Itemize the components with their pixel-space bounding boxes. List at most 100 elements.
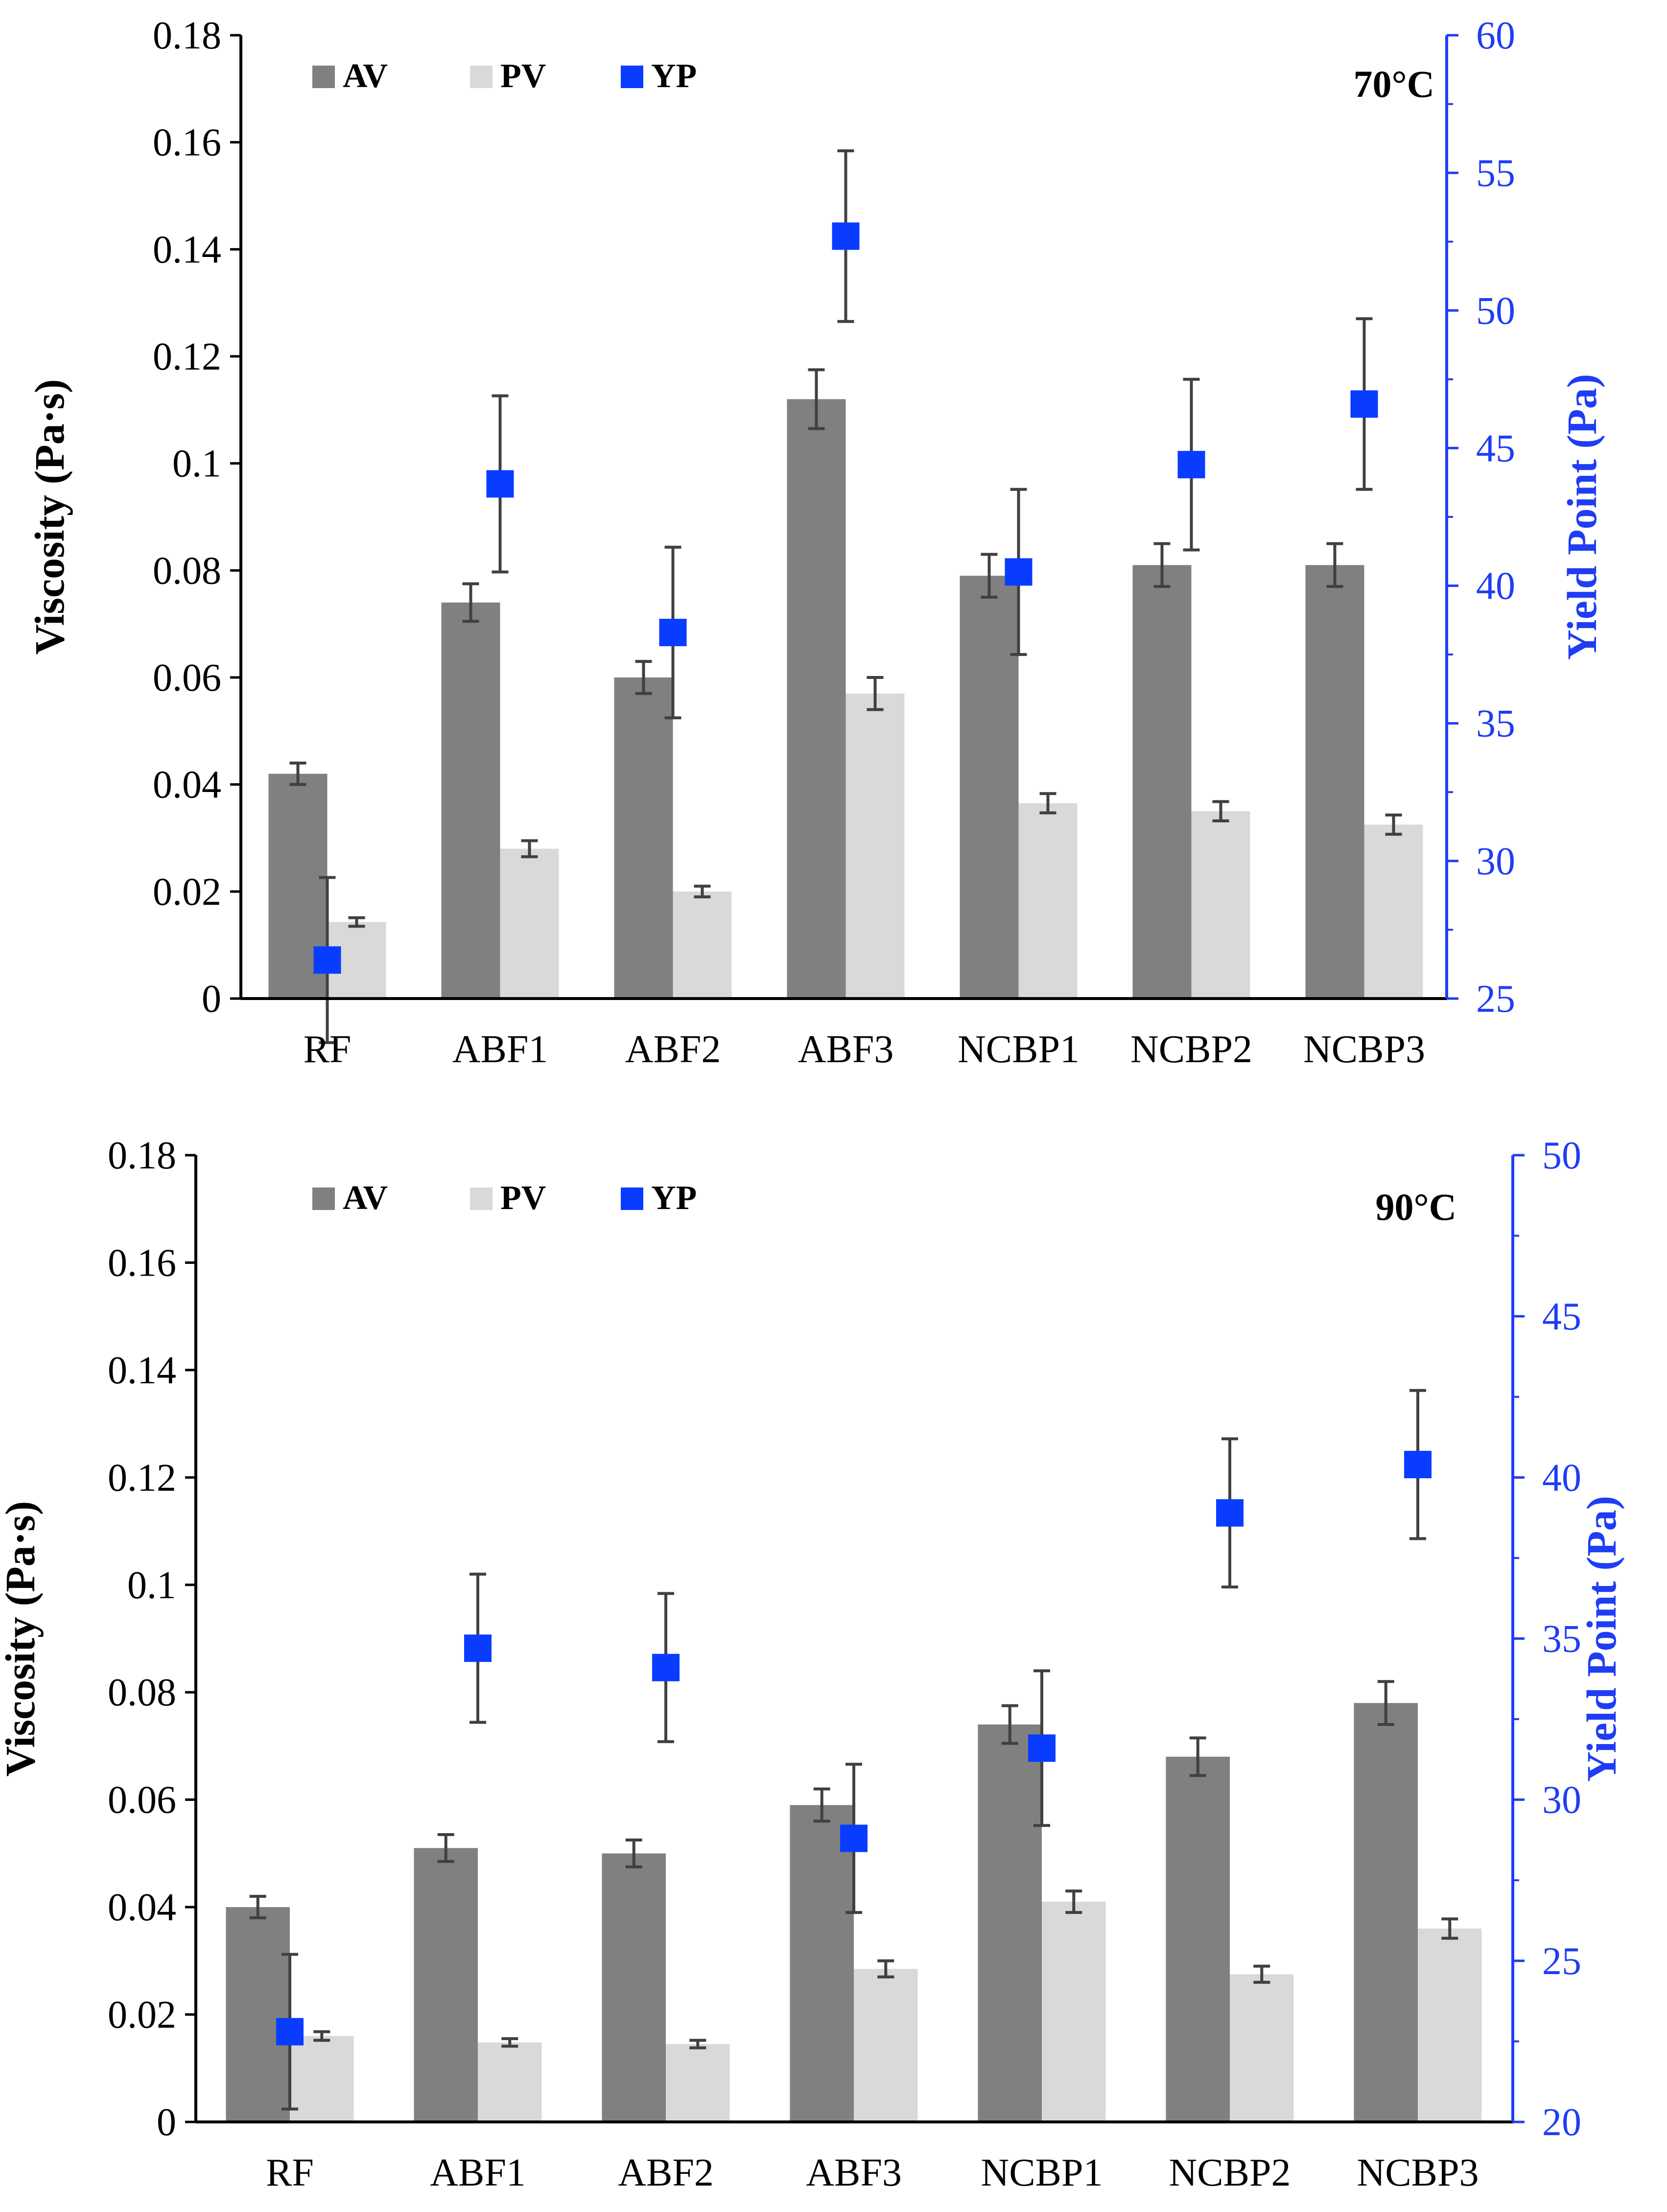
legend-swatch-90c-av [312, 1187, 335, 1210]
pv-bar-70c-6 [1364, 824, 1423, 999]
pv-bar-90c-4 [1042, 1902, 1106, 2122]
right-tick-label-90c-3: 35 [1542, 1618, 1581, 1661]
category-label-70c-0: RF [304, 1028, 352, 1071]
av-bar-90c-6 [1354, 1703, 1418, 2122]
yp-marker-70c-6 [1350, 390, 1378, 418]
av-bar-90c-2 [602, 1853, 666, 2122]
yp-marker-90c-0 [276, 2018, 304, 2046]
left-tick-label-70c-5: 0.1 [172, 442, 221, 486]
yp-marker-90c-2 [652, 1653, 680, 1681]
category-label-90c-1: ABF1 [430, 2151, 526, 2194]
category-label-90c-0: RF [266, 2151, 314, 2194]
av-bar-90c-4 [978, 1724, 1042, 2122]
yp-marker-90c-4 [1028, 1734, 1056, 1762]
yp-marker-70c-0 [313, 946, 341, 974]
left-tick-label-70c-4: 0.08 [153, 549, 221, 592]
temperature-label-70c: 70°C [1353, 63, 1434, 105]
av-bar-70c-6 [1305, 565, 1364, 999]
av-bar-90c-3 [790, 1805, 854, 2122]
pv-bar-90c-2 [666, 2044, 730, 2122]
pv-bar-70c-3 [845, 693, 905, 999]
category-label-70c-4: NCBP1 [958, 1028, 1080, 1071]
category-label-70c-1: ABF1 [452, 1028, 548, 1071]
temperature-label-90c: 90°C [1375, 1186, 1456, 1228]
left-tick-label-90c-7: 0.14 [108, 1349, 176, 1392]
category-label-70c-3: ABF3 [798, 1028, 894, 1071]
y-axis-title-70c: Viscosity (Pa·s) [26, 379, 73, 655]
right-tick-label-90c-4: 40 [1542, 1456, 1581, 1499]
av-bar-90c-0 [226, 1907, 290, 2122]
yp-marker-90c-5 [1216, 1499, 1244, 1527]
left-tick-label-70c-2: 0.04 [153, 764, 221, 807]
right-tick-label-70c-2: 35 [1476, 702, 1515, 745]
yp-marker-90c-3 [840, 1824, 868, 1852]
right-tick-label-70c-0: 25 [1476, 978, 1515, 1021]
yp-marker-70c-5 [1177, 451, 1205, 479]
category-label-90c-5: NCBP2 [1169, 2151, 1291, 2194]
left-tick-label-70c-0: 0 [202, 978, 221, 1021]
left-tick-label-70c-7: 0.14 [153, 228, 221, 271]
legend-label-70c-yp: YP [651, 57, 697, 95]
pv-bar-70c-5 [1191, 811, 1250, 999]
yp-marker-70c-2 [659, 619, 687, 647]
left-tick-label-90c-9: 0.18 [108, 1134, 176, 1177]
left-tick-label-70c-3: 0.06 [153, 656, 221, 699]
left-tick-label-90c-3: 0.06 [108, 1779, 176, 1822]
category-label-70c-5: NCBP2 [1130, 1028, 1252, 1071]
av-bar-90c-5 [1166, 1756, 1230, 2122]
pv-bar-90c-1 [478, 2042, 542, 2122]
right-tick-label-70c-6: 55 [1476, 152, 1515, 195]
yp-marker-70c-4 [1005, 558, 1033, 586]
av-bar-70c-5 [1132, 565, 1192, 999]
legend-swatch-70c-yp [621, 66, 643, 88]
yp-marker-90c-1 [464, 1634, 492, 1662]
legend-label-90c-av: AV [343, 1179, 388, 1217]
pv-bar-70c-2 [673, 891, 732, 999]
right-tick-label-70c-5: 50 [1476, 289, 1515, 332]
left-tick-label-90c-4: 0.08 [108, 1671, 176, 1714]
y-axis-title-right-90c: Yield Point (Pa) [1578, 1496, 1625, 1782]
right-tick-label-70c-3: 40 [1476, 565, 1515, 608]
yp-marker-70c-1 [486, 470, 514, 498]
yp-marker-70c-3 [832, 222, 860, 250]
right-tick-label-90c-5: 45 [1542, 1295, 1581, 1338]
pv-bar-90c-3 [854, 1969, 918, 2122]
right-tick-label-70c-7: 60 [1476, 14, 1515, 57]
pv-bar-70c-4 [1018, 803, 1078, 999]
left-tick-label-70c-8: 0.16 [153, 121, 221, 164]
pv-bar-90c-5 [1230, 1974, 1294, 2122]
left-tick-label-90c-8: 0.16 [108, 1241, 176, 1284]
left-tick-label-90c-1: 0.02 [108, 1994, 176, 2037]
left-tick-label-90c-5: 0.1 [127, 1564, 176, 1607]
right-tick-label-90c-2: 30 [1542, 1779, 1581, 1822]
category-label-90c-3: ABF3 [806, 2151, 902, 2194]
category-label-90c-4: NCBP1 [981, 2151, 1103, 2194]
right-tick-label-90c-6: 50 [1542, 1134, 1581, 1177]
y-axis-title-right-70c: Yield Point (Pa) [1558, 374, 1605, 660]
legend-swatch-70c-pv [470, 66, 493, 88]
chart-panel-90c: 0 0.02 0.04 0.06 0.08 0.1 0.12 0.14 0.16 0.18 20 25… [0, 1134, 1625, 2194]
pv-bar-90c-6 [1418, 1929, 1482, 2122]
y-axis-title-90c: Viscosity (Pa·s) [0, 1501, 44, 1777]
left-tick-label-70c-1: 0.02 [153, 870, 221, 913]
left-tick-label-90c-2: 0.04 [108, 1886, 176, 1929]
legend-label-90c-pv: PV [500, 1179, 546, 1217]
right-tick-label-90c-1: 25 [1542, 1940, 1581, 1983]
legend-label-70c-av: AV [343, 57, 388, 95]
av-bar-90c-1 [414, 1848, 478, 2122]
category-label-70c-6: NCBP3 [1303, 1028, 1425, 1071]
pv-bar-90c-0 [290, 2036, 354, 2122]
legend-swatch-70c-av [312, 66, 335, 88]
av-bar-70c-3 [787, 399, 846, 999]
av-bar-70c-2 [614, 677, 673, 999]
legend-label-90c-yp: YP [651, 1179, 697, 1217]
left-tick-label-70c-6: 0.12 [153, 335, 221, 378]
legend-swatch-90c-yp [621, 1187, 643, 1210]
left-tick-label-70c-9: 0.18 [153, 14, 221, 57]
category-label-90c-2: ABF2 [618, 2151, 714, 2194]
chart-panel-70c: 0 0.02 0.04 0.06 0.08 0.1 0.12 0.14 0.16 0.18 25 30… [26, 14, 1605, 1071]
left-tick-label-90c-0: 0 [157, 2101, 176, 2144]
pv-bar-70c-1 [500, 848, 559, 999]
yp-marker-90c-6 [1404, 1451, 1432, 1478]
right-tick-label-70c-1: 30 [1476, 840, 1515, 883]
